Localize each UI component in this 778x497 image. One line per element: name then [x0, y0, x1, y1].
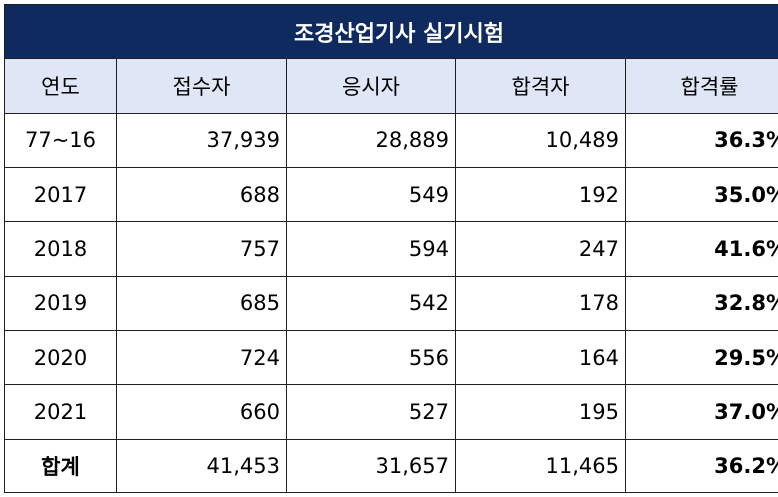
cell-examinees: 28,889: [286, 112, 456, 168]
table-row: 2017 688 549 192 35.0%: [4, 166, 778, 223]
cell-year: 2021: [4, 384, 117, 440]
cell-applicants: 660: [116, 384, 287, 440]
cell-passers: 178: [455, 275, 626, 331]
cell-pass-rate: 41.6%: [624, 221, 778, 277]
cell-examinees: 542: [286, 275, 456, 331]
table-row: 2018 757 594 247 41.6%: [4, 221, 778, 277]
cell-examinees: 527: [286, 384, 456, 440]
title-row: 조경산업기사 실기시험: [3, 3, 778, 60]
cell-passers: 195: [455, 384, 626, 440]
header-passers: 합격자: [455, 58, 626, 114]
cell-pass-rate: 32.8%: [624, 275, 778, 331]
cell-pass-rate: 29.5%: [624, 329, 778, 386]
cell-year: 2019: [4, 275, 117, 331]
cell-pass-rate: 36.3%: [624, 112, 778, 168]
exam-stats-table: 조경산업기사 실기시험 연도 접수자 응시자 합격자 합격률 77~16 37,…: [3, 3, 778, 494]
cell-pass-rate: 37.0%: [624, 384, 778, 440]
table-row: 2020 724 556 164 29.5%: [4, 329, 778, 386]
cell-examinees: 549: [286, 166, 456, 223]
header-row: 연도 접수자 응시자 합격자 합격률: [4, 58, 778, 114]
cell-applicants: 757: [116, 221, 287, 277]
cell-applicants: 685: [116, 275, 287, 331]
total-label: 합계: [4, 438, 117, 494]
table-row: 77~16 37,939 28,889 10,489 36.3%: [4, 112, 778, 168]
header-year: 연도: [4, 58, 117, 114]
cell-year: 2018: [4, 221, 117, 277]
total-passers: 11,465: [455, 438, 626, 494]
table-title: 조경산업기사 실기시험: [3, 3, 778, 60]
cell-passers: 247: [455, 221, 626, 277]
cell-passers: 164: [455, 329, 626, 386]
cell-applicants: 688: [116, 166, 287, 223]
cell-examinees: 556: [286, 329, 456, 386]
cell-year: 77~16: [4, 112, 117, 168]
cell-applicants: 724: [116, 329, 287, 386]
cell-year: 2017: [4, 166, 117, 223]
header-examinees: 응시자: [286, 58, 456, 114]
total-examinees: 31,657: [286, 438, 456, 494]
table-row: 2019 685 542 178 32.8%: [4, 275, 778, 331]
header-pass-rate: 합격률: [624, 58, 778, 114]
cell-passers: 10,489: [455, 112, 626, 168]
table-row: 2021 660 527 195 37.0%: [4, 384, 778, 440]
cell-year: 2020: [4, 329, 117, 386]
cell-pass-rate: 35.0%: [624, 166, 778, 223]
cell-passers: 192: [455, 166, 626, 223]
header-applicants: 접수자: [116, 58, 287, 114]
cell-applicants: 37,939: [116, 112, 287, 168]
cell-examinees: 594: [286, 221, 456, 277]
total-pass-rate: 36.2%: [624, 438, 778, 494]
total-row: 합계 41,453 31,657 11,465 36.2%: [4, 438, 778, 494]
total-applicants: 41,453: [116, 438, 287, 494]
